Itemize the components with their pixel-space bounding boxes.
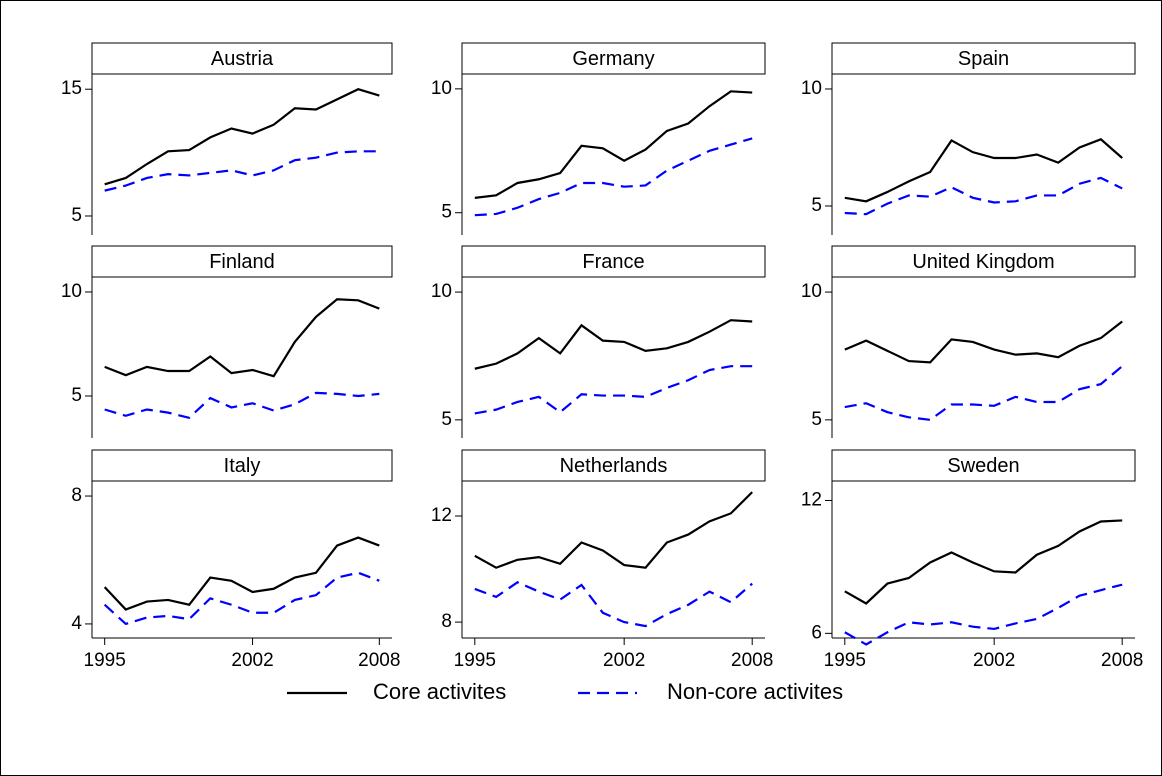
series-line <box>104 391 380 420</box>
panel-title: Italy <box>224 455 261 477</box>
x-tick-label: 2002 <box>973 650 1015 671</box>
x-tick-label: 2002 <box>231 650 273 671</box>
series-line <box>104 150 380 192</box>
y-tick-label: 5 <box>811 195 822 216</box>
series-line <box>844 176 1123 216</box>
panel-header <box>461 245 766 278</box>
x-tick-label: 1995 <box>454 650 496 671</box>
panel-header <box>831 245 1136 278</box>
panel-title: Sweden <box>947 455 1019 477</box>
panel-title: Netherlands <box>560 455 668 477</box>
series-line <box>474 365 753 415</box>
panel-title: Austria <box>211 48 274 70</box>
x-tick-label: 2002 <box>603 650 645 671</box>
y-tick-label: 10 <box>431 78 452 99</box>
x-tick-label: 2008 <box>1101 650 1143 671</box>
panel-title: France <box>582 251 644 273</box>
series-line <box>844 583 1123 646</box>
panel-title: United Kingdom <box>912 251 1054 273</box>
y-tick-label: 5 <box>811 409 822 430</box>
panel-header <box>831 42 1136 75</box>
legend-label: Non-core activites <box>667 679 843 704</box>
series-line <box>474 137 753 217</box>
panel-header <box>91 245 393 278</box>
series-line <box>474 491 753 569</box>
series-line <box>474 90 753 199</box>
series-line <box>844 519 1123 605</box>
y-tick-label: 5 <box>441 202 452 223</box>
y-tick-label: 6 <box>811 622 822 643</box>
legend-label: Core activites <box>373 679 506 704</box>
y-tick-label: 15 <box>61 78 82 99</box>
y-tick-label: 10 <box>801 281 822 302</box>
y-tick-label: 5 <box>71 205 82 226</box>
y-tick-label: 8 <box>71 485 82 506</box>
panel-header <box>461 42 766 75</box>
y-tick-label: 10 <box>801 78 822 99</box>
x-tick-label: 2008 <box>731 650 773 671</box>
panel-header <box>461 449 766 482</box>
series-line <box>103 536 380 611</box>
series-line <box>104 298 380 378</box>
y-tick-label: 5 <box>71 385 82 406</box>
series-line <box>844 320 1123 364</box>
y-tick-label: 12 <box>801 490 822 511</box>
y-tick-label: 8 <box>441 611 452 632</box>
series-line <box>474 581 753 628</box>
y-tick-label: 5 <box>441 409 452 430</box>
x-tick-label: 1995 <box>84 650 126 671</box>
series-line <box>844 138 1123 203</box>
panel-title: Germany <box>572 48 654 70</box>
x-tick-label: 1995 <box>824 650 866 671</box>
y-tick-label: 12 <box>431 505 452 526</box>
panel-title: Spain <box>958 48 1009 70</box>
series-line <box>844 365 1123 421</box>
x-tick-label: 2008 <box>358 650 400 671</box>
y-tick-label: 10 <box>431 281 452 302</box>
panel-header <box>91 449 393 482</box>
series-line <box>104 88 380 186</box>
series-line <box>474 319 753 370</box>
y-tick-label: 4 <box>71 613 82 634</box>
panel-header <box>91 42 393 75</box>
y-tick-label: 10 <box>61 281 82 302</box>
series-line <box>103 571 380 626</box>
panel-title: Finland <box>209 251 275 273</box>
panel-header <box>831 449 1136 482</box>
